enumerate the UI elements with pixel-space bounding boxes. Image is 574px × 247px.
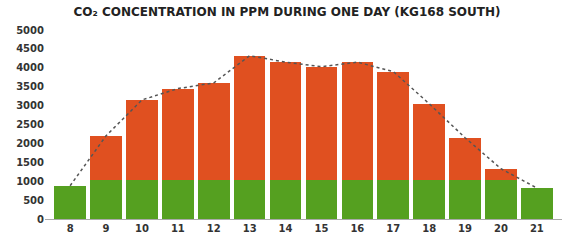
svg-text:15: 15: [314, 223, 328, 234]
svg-text:3500: 3500: [16, 81, 44, 92]
svg-text:3000: 3000: [16, 100, 44, 111]
svg-text:18: 18: [422, 223, 436, 234]
svg-text:13: 13: [243, 223, 257, 234]
svg-text:4000: 4000: [16, 62, 44, 73]
svg-text:12: 12: [207, 223, 221, 234]
svg-text:21: 21: [530, 223, 544, 234]
svg-text:11: 11: [171, 223, 185, 234]
svg-text:2000: 2000: [16, 138, 44, 149]
svg-text:9: 9: [103, 223, 110, 234]
svg-text:14: 14: [279, 223, 293, 234]
svg-text:1000: 1000: [16, 176, 44, 187]
svg-text:0: 0: [37, 214, 44, 225]
svg-text:17: 17: [386, 223, 400, 234]
svg-text:1500: 1500: [16, 157, 44, 168]
svg-text:10: 10: [135, 223, 149, 234]
svg-text:CO₂ CONCENTRATION IN PPM DURIN: CO₂ CONCENTRATION IN PPM DURING ONE DAY …: [73, 5, 500, 19]
svg-text:16: 16: [350, 223, 364, 234]
svg-text:8: 8: [67, 223, 74, 234]
svg-text:2500: 2500: [16, 119, 44, 130]
svg-text:20: 20: [494, 223, 508, 234]
svg-text:5000: 5000: [16, 25, 44, 36]
svg-text:4500: 4500: [16, 43, 44, 54]
svg-text:19: 19: [458, 223, 472, 234]
svg-text:500: 500: [23, 195, 44, 206]
